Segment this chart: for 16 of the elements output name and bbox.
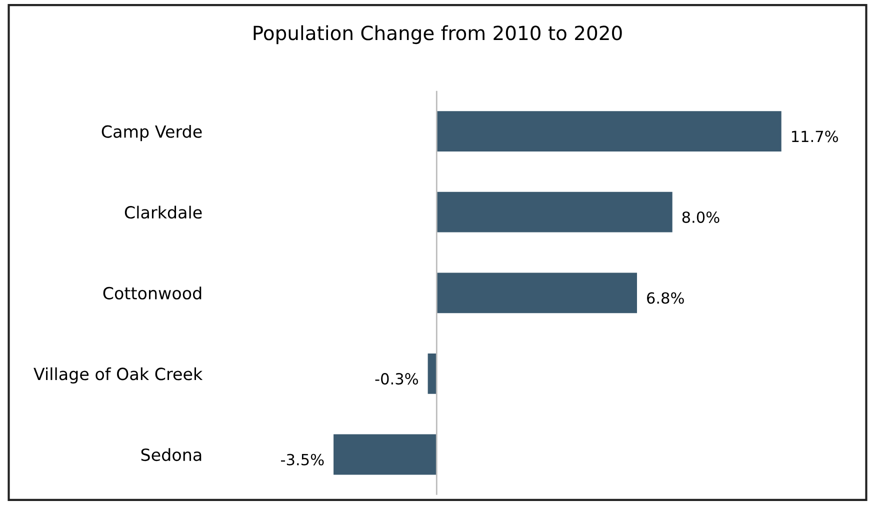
y-tick-label: Clarkdale	[124, 206, 202, 219]
data-label: -0.3%	[375, 373, 418, 385]
data-label: -3.5%	[281, 454, 324, 466]
y-tick-label: Cottonwood	[103, 286, 202, 300]
data-label: 6.8%	[647, 292, 684, 304]
y-tick-label: Sedona	[141, 448, 202, 462]
bar	[436, 192, 672, 232]
bar	[428, 354, 437, 394]
data-label: 11.7%	[792, 130, 838, 142]
bar	[436, 272, 637, 314]
y-tick-label: Village of Oak Creek	[34, 367, 203, 384]
bar	[436, 111, 782, 152]
data-label: 8.0%	[682, 211, 720, 223]
chart-title: Population Change from 2010 to 2020	[254, 25, 622, 44]
bar	[334, 434, 437, 475]
y-tick-label: Camp Verde	[102, 124, 202, 142]
